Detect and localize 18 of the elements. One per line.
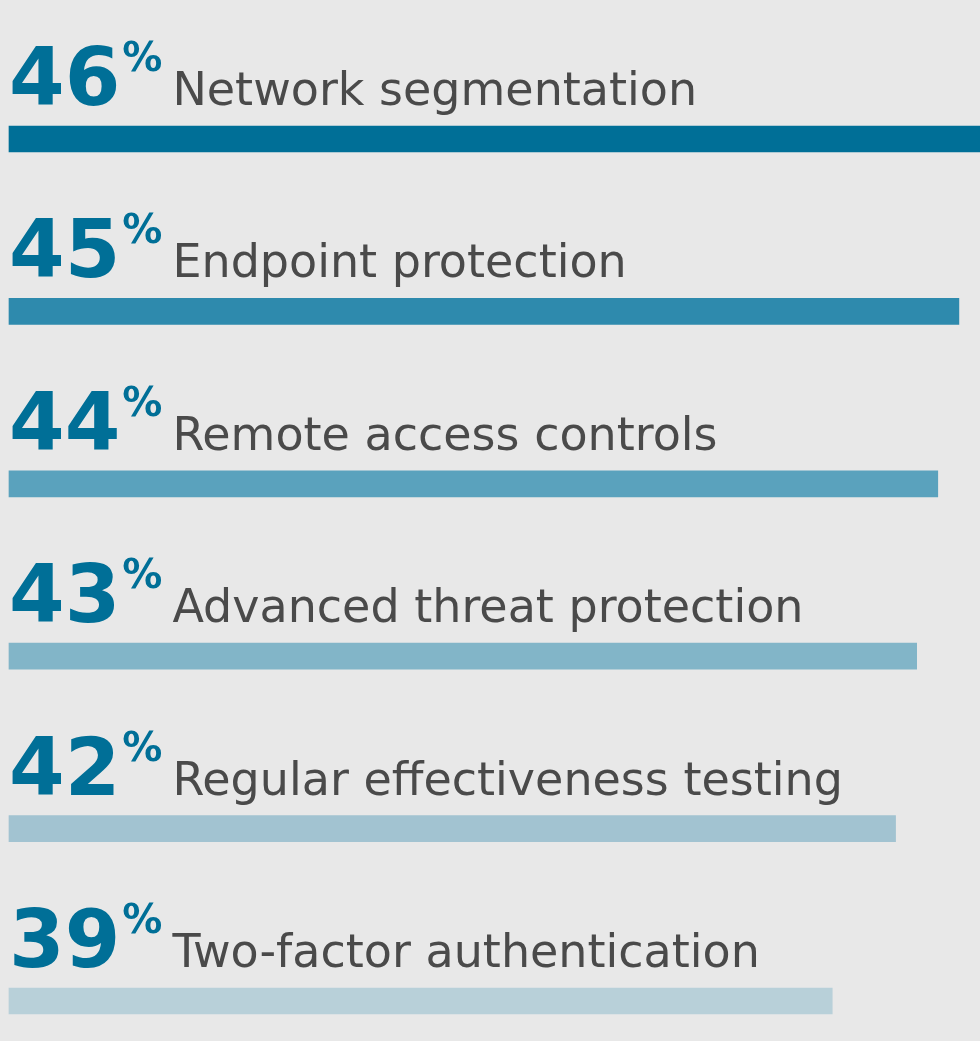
y-tick-label: Two-factor authentication (171, 924, 760, 978)
bar (8, 298, 960, 325)
data-label: 39% (9, 893, 163, 986)
data-label: 44% (9, 375, 163, 469)
bar (8, 125, 980, 153)
data-label: 42% (9, 720, 163, 814)
y-tick-label: Endpoint protection (172, 234, 627, 289)
bar (8, 815, 896, 842)
bar (8, 470, 939, 498)
y-tick-label: Network segmentation (172, 62, 698, 116)
y-tick-label: Remote access controls (172, 406, 718, 461)
bar (8, 642, 917, 670)
y-tick-label: Advanced threat protection (172, 579, 804, 634)
y-tick-label: Regular effectiveness testing (172, 751, 843, 806)
data-label: 43% (9, 548, 163, 642)
data-label: 45% (9, 203, 163, 297)
data-label: 46% (9, 31, 163, 124)
bar (8, 987, 833, 1015)
